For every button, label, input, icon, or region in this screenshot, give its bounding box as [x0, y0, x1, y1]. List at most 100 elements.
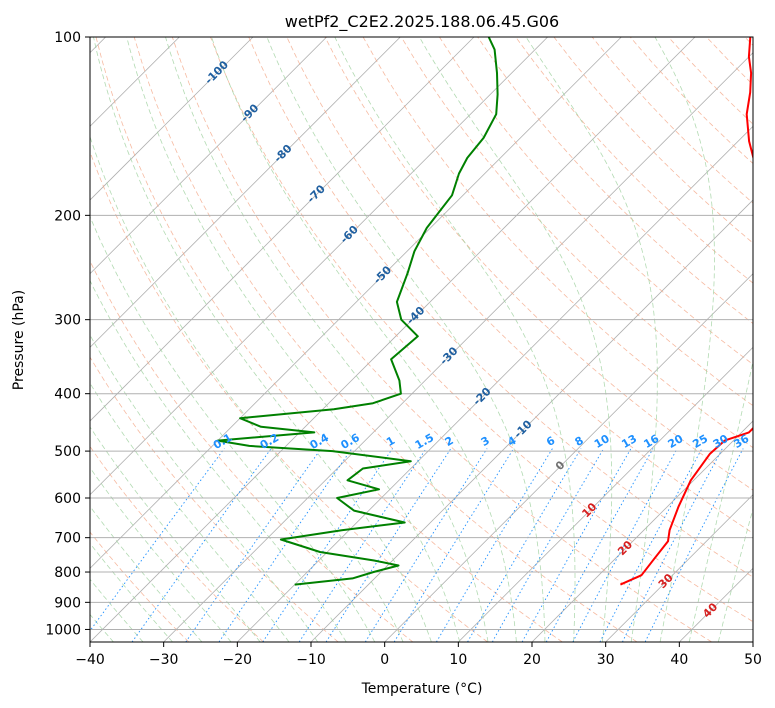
- isotherm-line: [90, 37, 254, 201]
- mixing-ratio-line: [262, 448, 393, 642]
- mixing-ratio-line: [436, 448, 553, 642]
- isotherm-line: [310, 199, 753, 642]
- moist-adiabat: [90, 215, 376, 642]
- y-tick-label: 500: [54, 444, 81, 460]
- mixing-ratio-label: 0.2: [258, 431, 281, 452]
- isotherm-line: [605, 494, 753, 642]
- isotherm-label: -60: [338, 223, 361, 246]
- mixing-ratio-label: 0.4: [308, 431, 332, 452]
- mixing-ratio-line: [298, 448, 427, 642]
- mixing-ratio-label: 20: [666, 432, 686, 451]
- moist-adiabat: [688, 359, 753, 642]
- mixing-ratio-label: 0.6: [338, 431, 362, 452]
- isotherm-label: -70: [305, 182, 328, 205]
- mixing-ratio-line: [491, 448, 605, 642]
- dry-adiabat: [515, 37, 753, 284]
- mixing-ratio-label: 1: [384, 434, 397, 449]
- x-tick-label: −10: [296, 652, 326, 668]
- mixing-ratio-line: [131, 448, 272, 642]
- mixing-ratio-line: [621, 448, 723, 642]
- mixing-ratio-line: [325, 448, 452, 642]
- mixing-ratio-label: 16: [641, 432, 661, 451]
- isotherm-line: [90, 37, 401, 348]
- isotherm-label: -90: [238, 101, 261, 124]
- isotherm-label: -30: [437, 344, 460, 367]
- mixing-ratio-label: 30: [711, 432, 731, 451]
- mixing-ratio-line: [90, 448, 225, 632]
- isotherm-label: 30: [656, 571, 676, 591]
- mixing-ratio-label: 10: [592, 432, 612, 451]
- isotherm-label: 10: [579, 500, 599, 520]
- dewpoint-line: [216, 37, 499, 586]
- grid: [90, 37, 753, 630]
- mixing-ratio-label: 3: [479, 434, 492, 449]
- isotherm-line: [90, 37, 327, 275]
- y-tick-label: 700: [54, 531, 81, 547]
- dry-adiabat: [324, 37, 753, 491]
- mixing-ratio-label: 2: [443, 434, 456, 449]
- x-tick-label: 0: [380, 652, 389, 668]
- mixing-ratio-label: 36: [732, 432, 752, 451]
- isotherm-label: 20: [615, 538, 635, 558]
- moist-adiabat: [90, 426, 261, 642]
- moist-adiabat: [90, 382, 290, 642]
- mixing-ratio-label: 1.5: [413, 431, 436, 452]
- moist-adiabat: [126, 37, 461, 642]
- y-tick-label: 1000: [45, 622, 81, 638]
- isotherm-label: -40: [404, 304, 427, 327]
- dry-adiabat: [744, 37, 753, 46]
- mixing-ratio-line: [218, 448, 353, 642]
- isotherm-line: [90, 37, 548, 496]
- moist-adiabat: [90, 135, 404, 642]
- y-tick-label: 800: [54, 565, 81, 581]
- moist-adiabat: [266, 37, 546, 642]
- temperature-line: [619, 37, 753, 586]
- y-tick-label: 100: [54, 30, 81, 46]
- isotherm-line: [90, 37, 475, 422]
- mixing-ratio-line: [644, 448, 744, 642]
- mixing-ratio-line: [185, 448, 322, 642]
- background-lines: [90, 37, 753, 642]
- dry-adiabat: [90, 356, 339, 642]
- isotherm-line: [90, 37, 696, 642]
- mixing-ratio-line: [364, 448, 488, 642]
- moist-adiabat: [334, 37, 576, 642]
- y-tick-label: 400: [54, 387, 81, 403]
- mixing-ratio-label: 0.1: [211, 431, 234, 452]
- dry-adiabat: [706, 37, 753, 86]
- y-tick-label: 300: [54, 313, 81, 329]
- mixing-ratio-label: 8: [573, 434, 586, 449]
- isotherm-label: -50: [371, 263, 394, 286]
- x-tick-label: 10: [449, 652, 467, 668]
- isotherm-line: [237, 125, 753, 642]
- x-tick-label: 30: [597, 652, 615, 668]
- isotherm-line: [163, 52, 753, 642]
- x-tick-label: 40: [670, 652, 688, 668]
- isotherm-line: [531, 420, 753, 642]
- mixing-ratio-label: 6: [544, 434, 557, 449]
- mixing-ratio-line: [599, 448, 703, 642]
- moist-adiabat: [525, 37, 658, 642]
- mixing-ratio-line: [467, 448, 582, 642]
- isotherm-label: 40: [700, 600, 720, 620]
- mixing-ratio-line: [572, 448, 678, 642]
- moist-adiabat: [90, 467, 232, 642]
- mixing-ratio-labels: 0.1 0.2 0.4 0.6 1 1.5 2 3 4 6 8 10 13 16 20 25 30 36: [211, 431, 752, 452]
- isotherm-line: [458, 346, 753, 642]
- dry-adiabat: [210, 37, 753, 623]
- moist-adiabat: [654, 37, 715, 642]
- dry-adiabat: [95, 37, 563, 642]
- isotherm-line: [752, 641, 753, 642]
- dry-adiabat: [248, 37, 753, 578]
- isotherm-label: -100: [202, 58, 231, 87]
- x-axis: −40 −30 −20 −10 0 10 20 30 40 50: [75, 642, 762, 668]
- moist-adiabat: [419, 37, 613, 642]
- moist-adiabat: [165, 37, 489, 642]
- dry-adiabat: [90, 260, 414, 642]
- dry-adiabat: [90, 531, 190, 642]
- dry-adiabat: [439, 37, 753, 365]
- dry-adiabat: [362, 37, 753, 449]
- x-tick-label: 20: [523, 652, 541, 668]
